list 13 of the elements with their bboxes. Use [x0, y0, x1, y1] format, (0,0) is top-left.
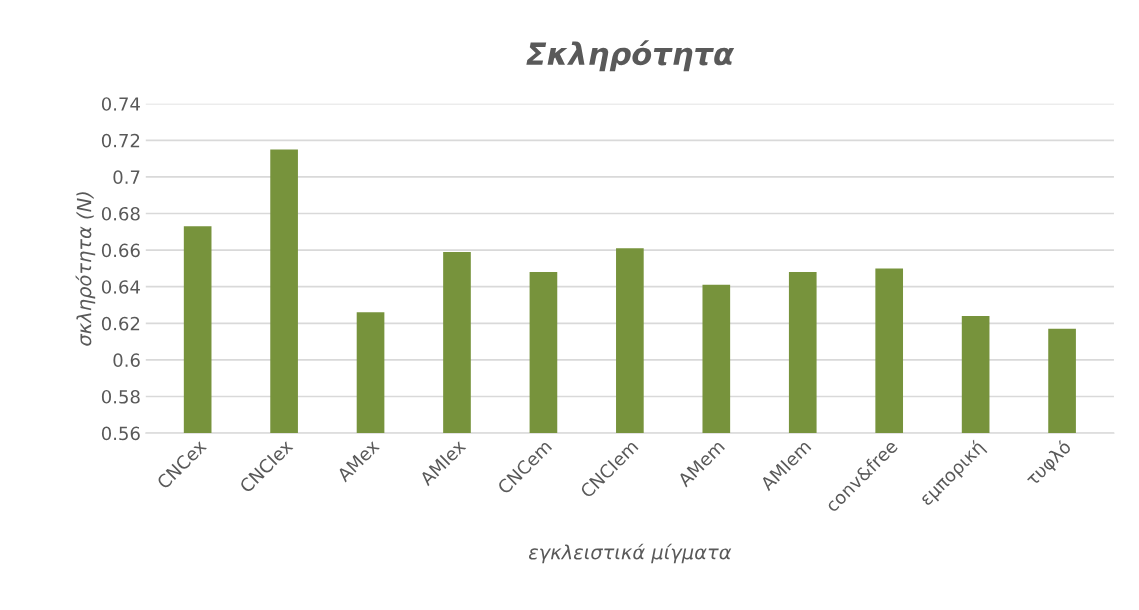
y-tick-label: 0.58: [101, 389, 140, 404]
y-tick-label: 0.64: [101, 280, 140, 294]
y-tick-label: 0.66: [101, 243, 140, 258]
y-tick-label: 0.56: [101, 426, 140, 441]
y-tick-label: 0.7: [113, 170, 140, 185]
y-tick-label: 0.6: [113, 353, 140, 368]
y-tick-label: 0.62: [101, 316, 140, 331]
x-axis-title: εγκλειστικά μίγματα: [528, 543, 732, 564]
y-tick-label: 0.74: [101, 97, 140, 111]
y-tick-label: 0.72: [101, 133, 140, 148]
y-axis-title: σκληρότητα (N): [75, 192, 96, 346]
y-tick-label: 0.68: [101, 206, 140, 221]
chart-title: Σκληρότητα: [526, 40, 735, 72]
